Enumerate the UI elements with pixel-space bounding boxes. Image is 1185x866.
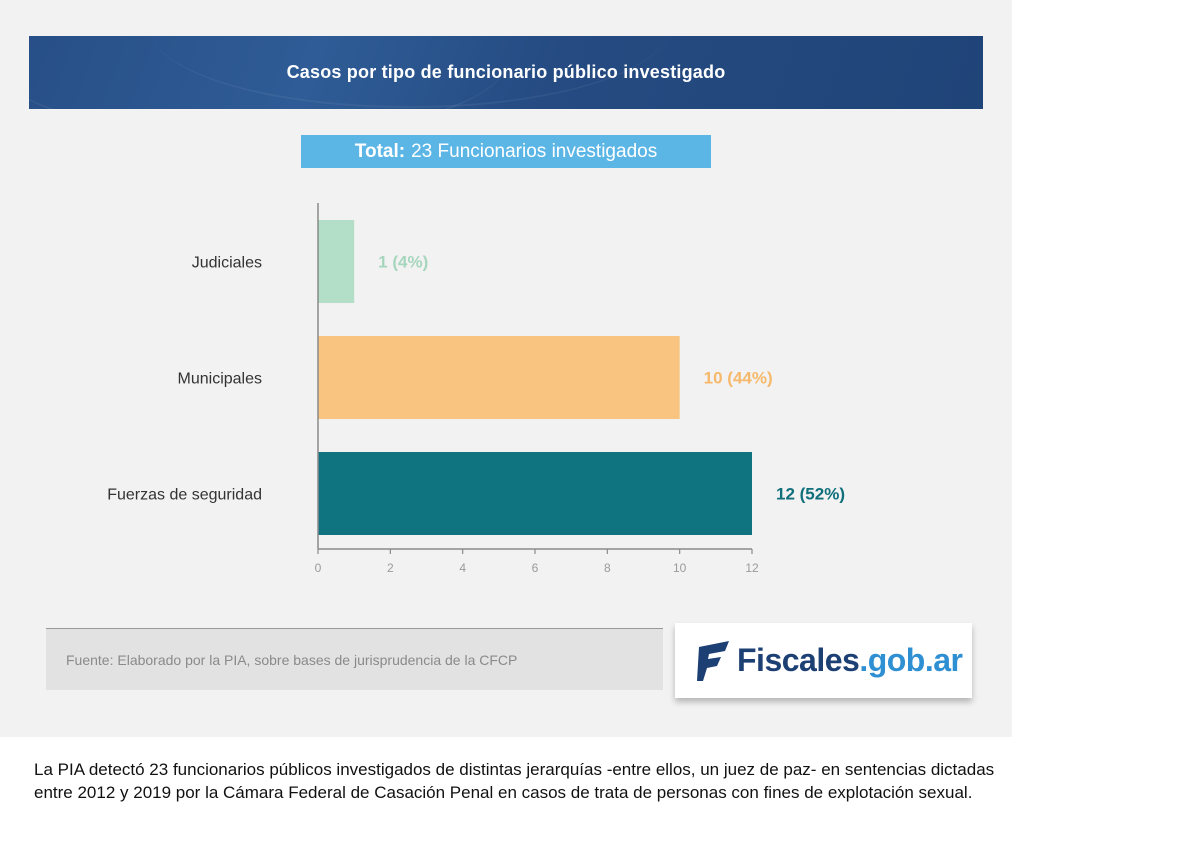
- bar-2: [318, 452, 752, 535]
- total-badge: Total: 23 Funcionarios investigados: [301, 135, 711, 168]
- logo-name: Fiscales: [737, 642, 860, 678]
- total-label: Total:: [354, 140, 406, 162]
- data-label-0: 1 (4%): [378, 253, 428, 272]
- source-text: Fuente: Elaborado por la PIA, sobre base…: [66, 651, 518, 668]
- chart-title: Casos por tipo de funcionario público in…: [286, 62, 726, 82]
- x-tick-label-2: 4: [459, 561, 466, 575]
- title-banner: Casos por tipo de funcionario público in…: [29, 36, 983, 109]
- logo-wordmark: Fiscales.gob.ar: [737, 642, 963, 679]
- source-note: Fuente: Elaborado por la PIA, sobre base…: [46, 628, 663, 690]
- total-text: 23 Funcionarios investigados: [411, 140, 658, 162]
- bar-chart: Judiciales 1 (4%) Municipales 10 (44%) Fuerz…: [107, 203, 845, 575]
- x-tick-label-4: 8: [604, 561, 611, 575]
- data-label-1: 10 (44%): [704, 369, 773, 388]
- x-tick-label-6: 12: [745, 561, 759, 575]
- x-tick-label-0: 0: [315, 561, 322, 575]
- x-tick-label-1: 2: [387, 561, 394, 575]
- fiscales-flag-icon: [697, 640, 729, 681]
- data-label-2: 12 (52%): [776, 485, 845, 504]
- infographic-panel: Casos por tipo de funcionario público in…: [0, 0, 1012, 737]
- fiscales-logo: Fiscales.gob.ar: [675, 623, 972, 698]
- x-tick-label-5: 10: [673, 561, 687, 575]
- bar-1: [318, 336, 680, 419]
- category-label-2: Fuerzas de seguridad: [107, 487, 262, 504]
- bar-0: [318, 220, 355, 303]
- caption-text: La PIA detectó 23 funcionarios públicos …: [34, 760, 995, 802]
- category-label-0: Judiciales: [192, 255, 262, 272]
- category-label-1: Municipales: [178, 371, 262, 388]
- logo-domain: .gob.ar: [859, 642, 963, 678]
- x-tick-label-3: 6: [532, 561, 539, 575]
